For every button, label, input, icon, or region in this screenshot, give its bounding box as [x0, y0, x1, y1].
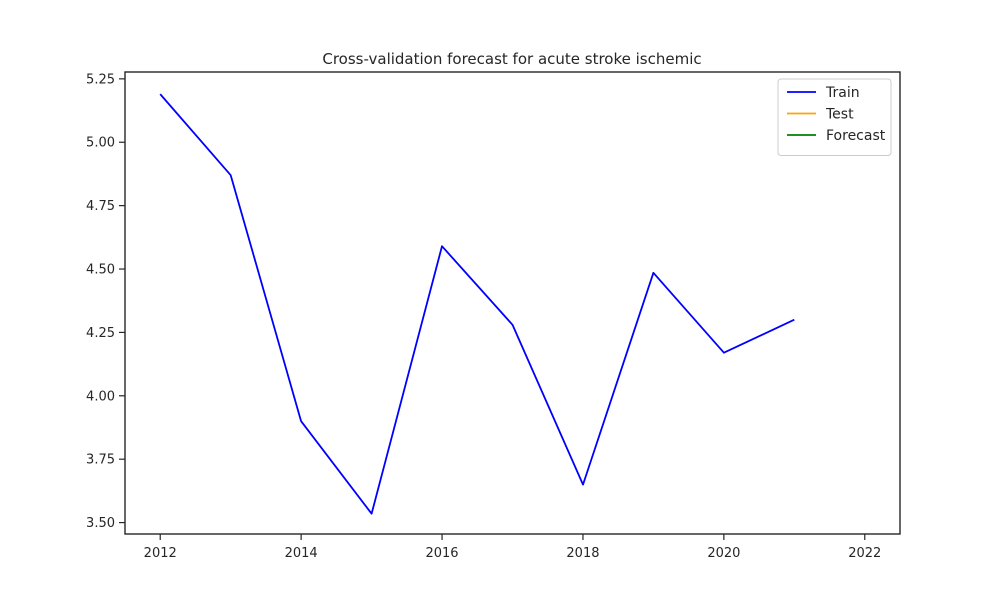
legend-label-forecast: Forecast [826, 128, 886, 144]
x-tick-label: 2018 [566, 546, 599, 561]
series-line-train [159, 93, 795, 515]
axes-frame [124, 71, 901, 535]
y-tick-label: 4.25 [86, 326, 115, 341]
y-tick-label: 3.50 [86, 516, 115, 531]
x-tick-label: 2016 [425, 546, 458, 561]
y-tick-label: 5.25 [86, 72, 115, 87]
x-tick-label: 2020 [707, 546, 740, 561]
legend-box [777, 78, 892, 156]
legend-label-train: Train [825, 85, 860, 101]
legend: Train Test Forecast [777, 78, 892, 156]
chart-title: Cross-validation forecast for acute stro… [322, 50, 701, 68]
x-tick-label: 2012 [144, 546, 177, 561]
x-tick-label: 2014 [285, 546, 318, 561]
y-tick-label: 5.00 [86, 136, 115, 151]
y-tick-label: 4.75 [86, 199, 115, 214]
plot-area: 2012 2014 2016 2018 2020 2022 3.50 3.75 4.00 4.25… [86, 71, 901, 561]
y-tick-label: 3.75 [86, 453, 115, 468]
y-tick-label: 4.00 [86, 389, 115, 404]
y-tick-label: 4.50 [86, 263, 115, 278]
x-tick-label: 2022 [848, 546, 881, 561]
legend-label-test: Test [825, 107, 854, 123]
